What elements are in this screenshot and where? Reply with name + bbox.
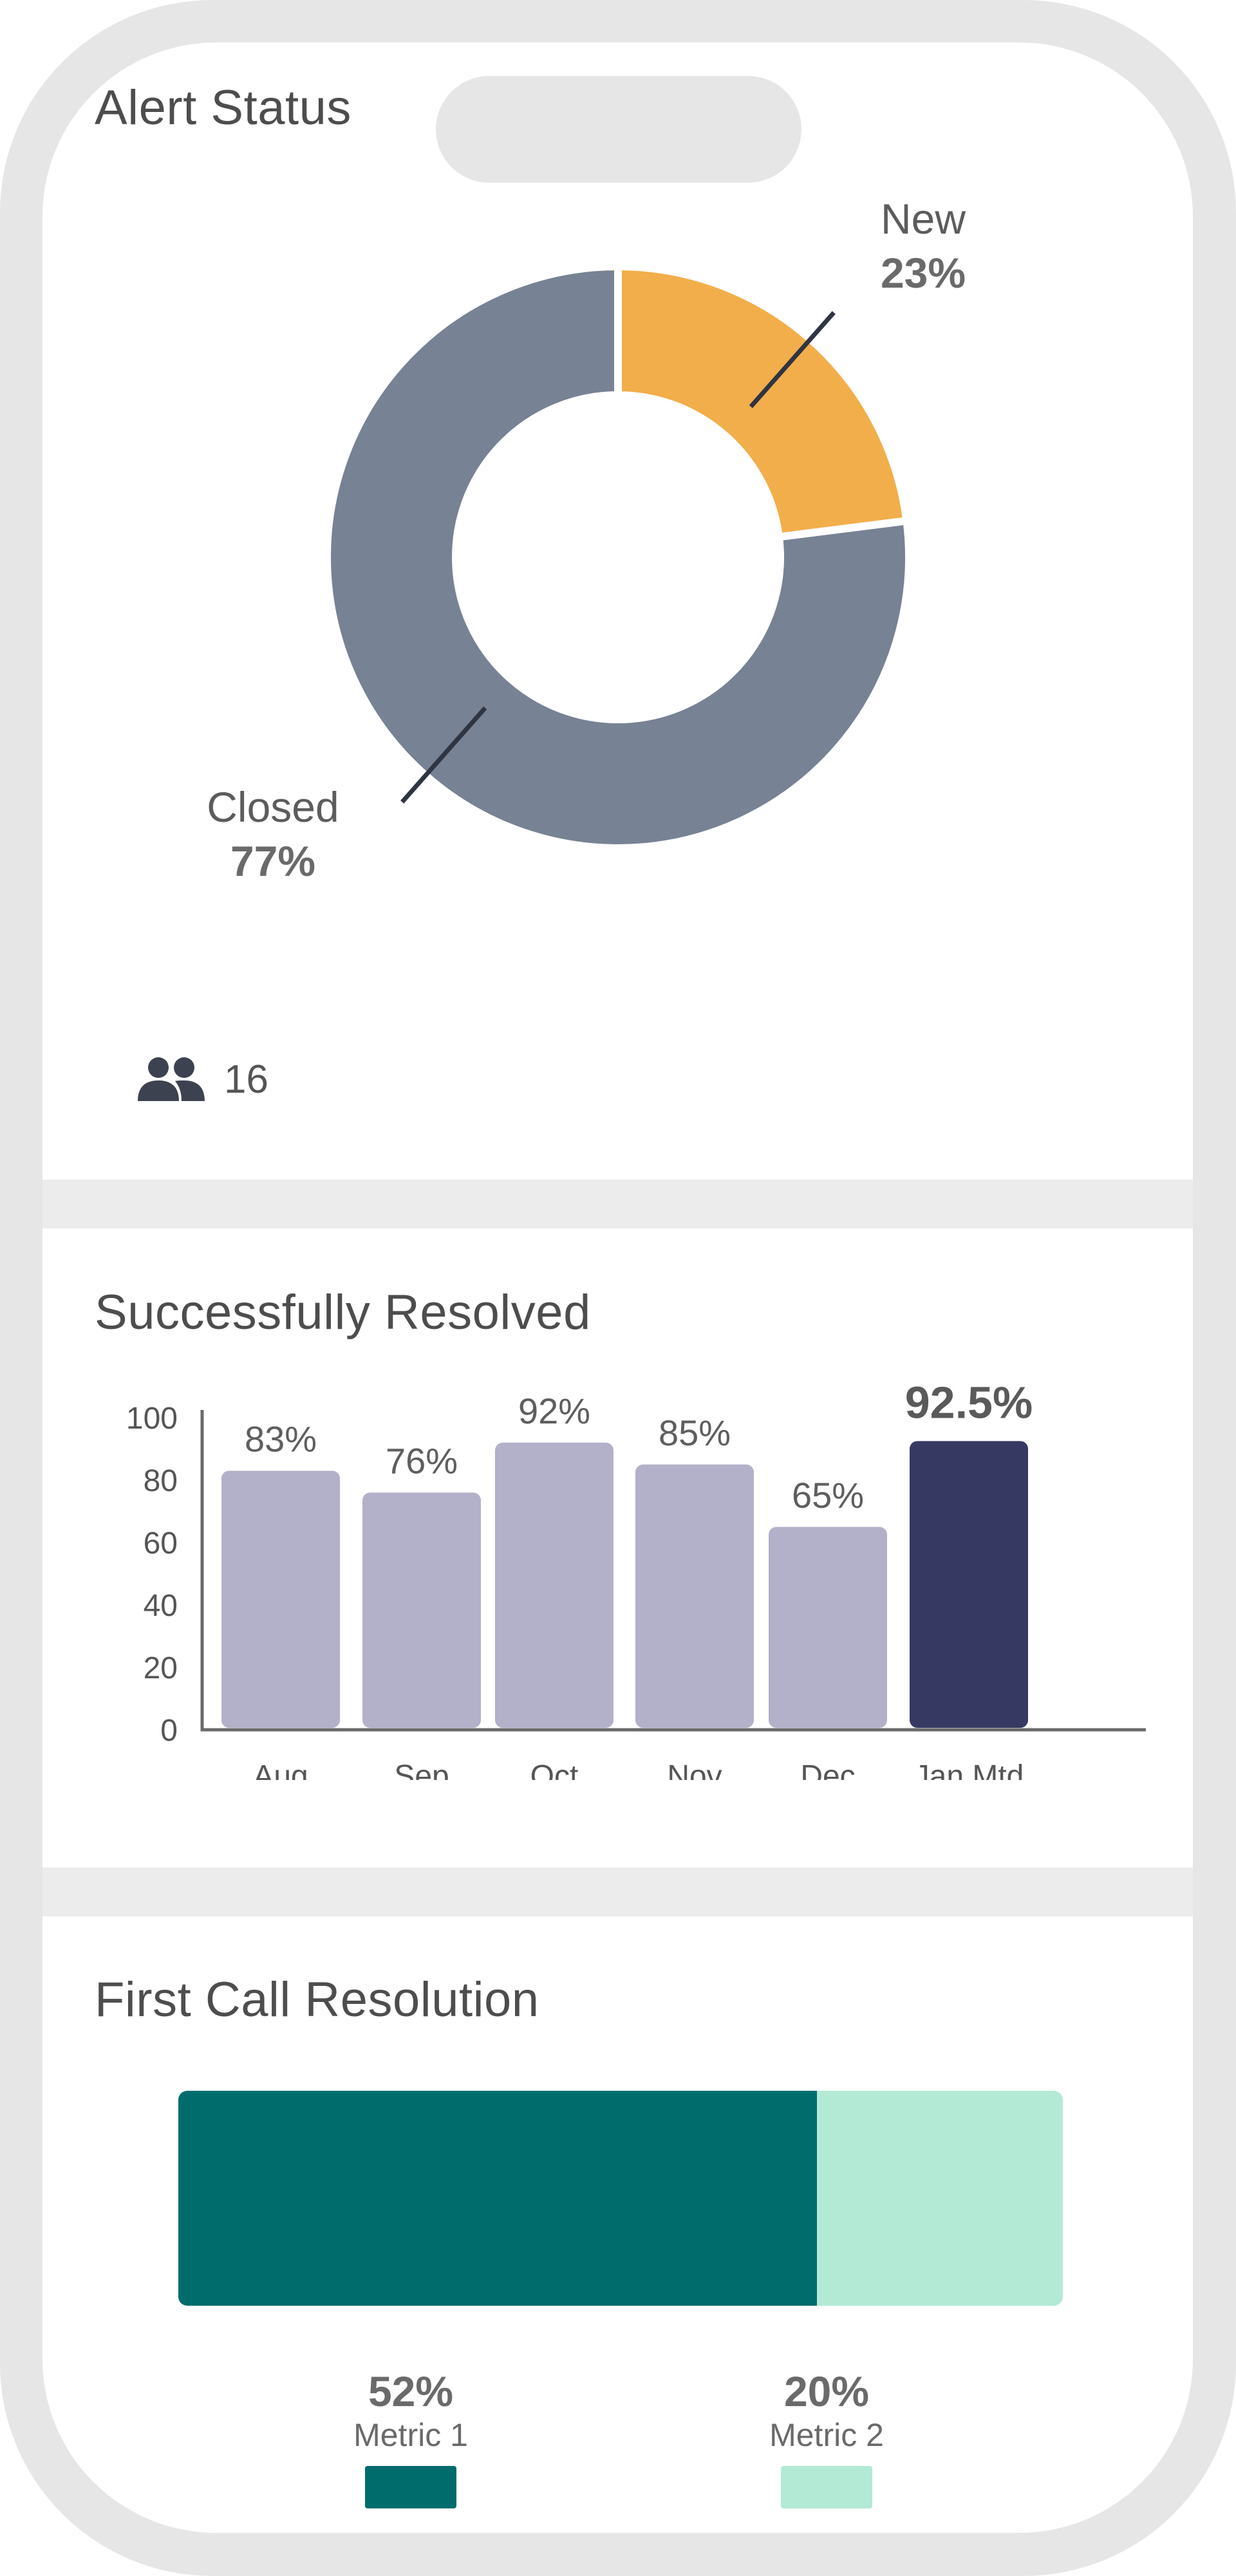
x-category-label: Oct (530, 1759, 579, 1780)
donut-slice-new[interactable] (614, 262, 912, 542)
x-category-label: Sep (394, 1759, 449, 1780)
y-tick-label: 0 (160, 1714, 178, 1748)
x-category-label: Aug (253, 1759, 308, 1780)
stacked-segment-metric-2[interactable] (817, 2091, 1063, 2306)
bar-oct[interactable] (495, 1442, 613, 1728)
donut-label-new: New 23% (859, 192, 988, 300)
donut-label-closed-pct: 77% (230, 837, 316, 885)
legend-metric-2-pct: 20% (783, 2368, 870, 2415)
users-count: 16 (224, 1057, 268, 1102)
donut-slice-closed[interactable] (323, 262, 913, 852)
bar-value-label: 76% (386, 1440, 458, 1481)
card-divider (42, 1867, 1193, 1916)
donut-label-new-name: New (880, 195, 966, 243)
users-icon (138, 1057, 205, 1101)
y-tick-label: 40 (144, 1589, 178, 1623)
donut-leader-line-new (749, 311, 836, 409)
y-tick-label: 100 (126, 1402, 178, 1436)
legend-metric-2: 20% Metric 2 (711, 2367, 942, 2508)
alert-status-title: Alert Status (95, 80, 351, 135)
bar-sep[interactable] (362, 1492, 481, 1728)
legend-metric-1-name: Metric 1 (353, 2417, 468, 2453)
bar-value-label: 65% (792, 1475, 864, 1515)
bar-aug[interactable] (221, 1470, 340, 1728)
legend-metric-2-swatch (781, 2466, 872, 2508)
y-tick-label: 80 (144, 1464, 178, 1498)
bar-nov[interactable] (635, 1464, 754, 1728)
donut-label-closed-name: Closed (207, 783, 339, 831)
bar-value-label: 92% (518, 1391, 590, 1431)
y-tick-label: 60 (144, 1526, 178, 1561)
bar-dec[interactable] (769, 1526, 887, 1728)
bar-jan-mtd[interactable] (910, 1441, 1028, 1728)
x-category-label: Jan Mtd (914, 1759, 1024, 1780)
donut-label-closed: Closed 77% (189, 780, 357, 888)
y-tick-label: 20 (144, 1651, 178, 1685)
donut-label-new-pct: 23% (880, 249, 966, 297)
resolved-title: Successfully Resolved (95, 1285, 591, 1340)
first-call-stacked-bar (178, 2091, 1063, 2306)
legend-metric-1: 52% Metric 1 (295, 2367, 527, 2508)
phone-notch (436, 76, 801, 183)
phone-screen: Alert Status New 23% Closed 77% 16 (42, 42, 1193, 2533)
x-category-label: Dec (800, 1759, 855, 1780)
alert-status-donut-chart (323, 262, 913, 852)
bar-value-label: 92.5% (905, 1377, 1033, 1427)
x-category-label: Nov (667, 1759, 722, 1780)
first-call-title: First Call Resolution (95, 1972, 539, 2027)
resolved-bar-chart: 0 20 40 60 80 100 83% Aug 76% Sep 92% Oct 85% Nov 65% D… (126, 1377, 1146, 1780)
legend-metric-2-name: Metric 2 (769, 2417, 884, 2453)
donut-leader-line-closed (400, 706, 487, 804)
bar-value-label: 83% (245, 1418, 317, 1459)
legend-metric-1-swatch (365, 2466, 456, 2508)
bar-value-label: 85% (659, 1413, 731, 1453)
card-divider (42, 1180, 1193, 1228)
users-row[interactable]: 16 (136, 1056, 268, 1102)
stacked-segment-metric-1[interactable] (178, 2091, 818, 2306)
legend-metric-1-pct: 52% (368, 2368, 454, 2415)
